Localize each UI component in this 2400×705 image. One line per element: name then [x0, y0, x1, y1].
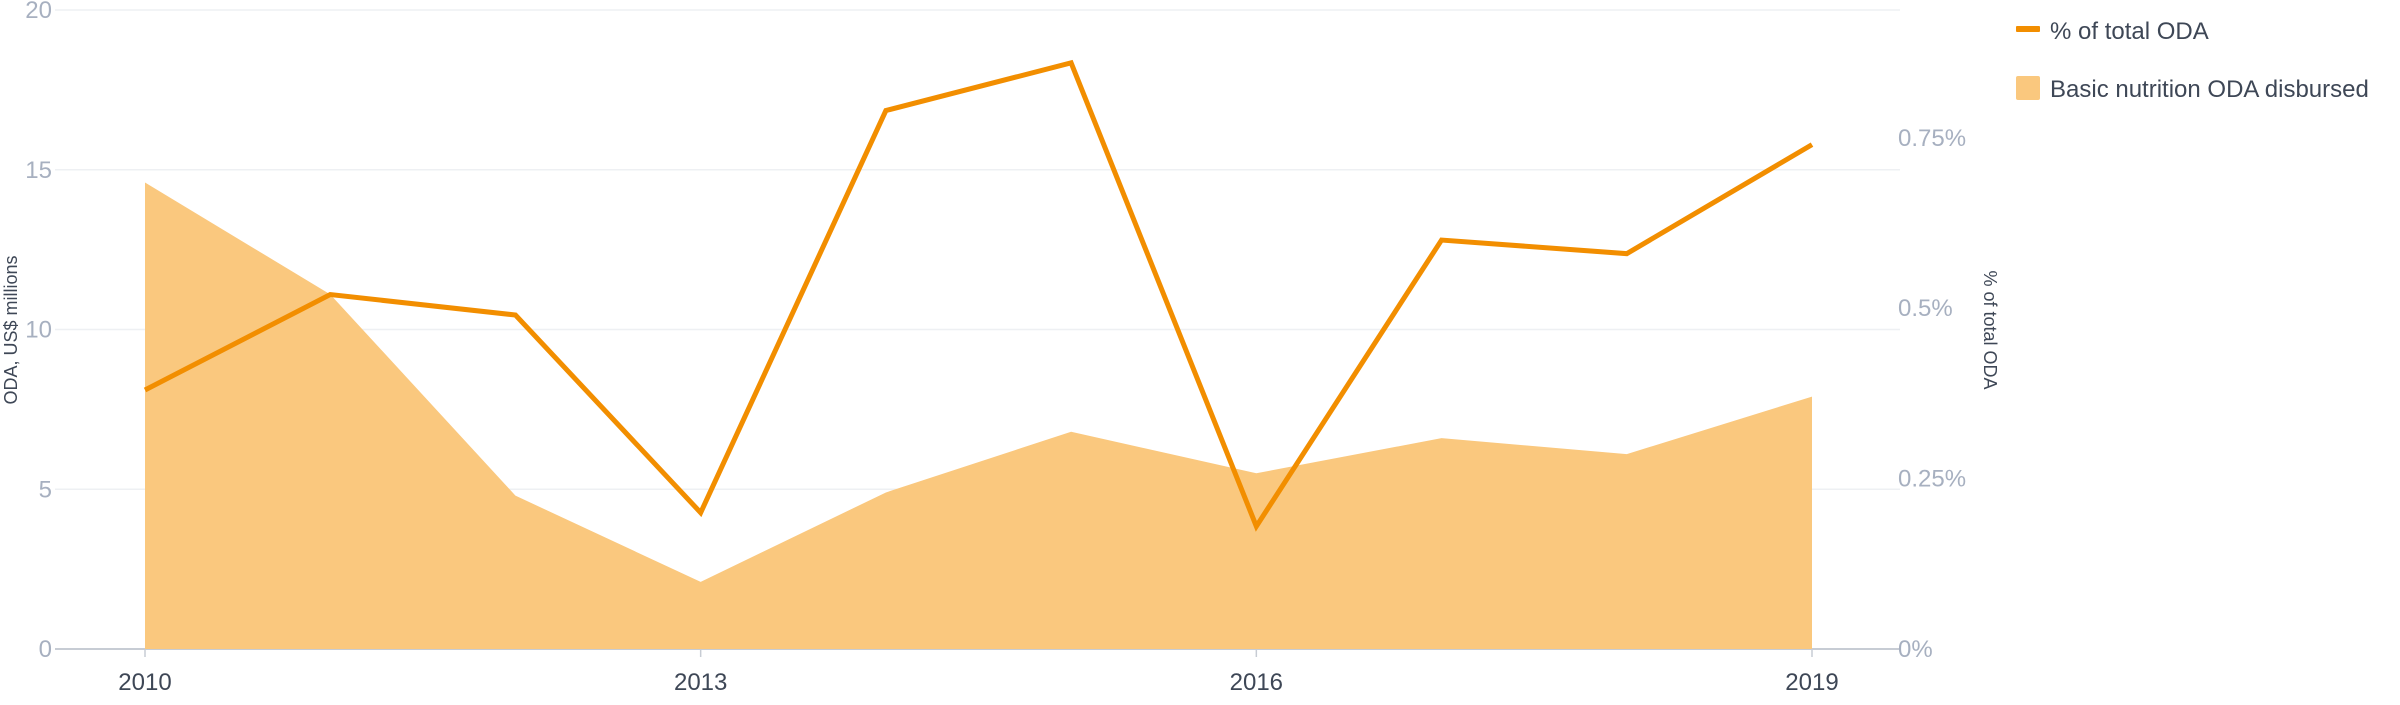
x-tick-label: 2019 [1785, 669, 1838, 696]
area-series-basic-nutrition [145, 182, 1812, 649]
right-axis-title: % of total ODA [1980, 270, 2000, 389]
left-tick-label: 20 [25, 0, 52, 24]
area-layer [145, 182, 1812, 649]
legend-area-label: Basic nutrition ODA disbursed [2050, 76, 2369, 103]
left-tick-label: 0 [39, 636, 52, 663]
legend: % of total ODA Basic nutrition ODA disbu… [2016, 18, 2369, 103]
left-tick-label: 5 [39, 476, 52, 503]
legend-area-swatch [2016, 76, 2040, 100]
x-tick-label: 2010 [118, 669, 171, 696]
right-tick-label: 0.75% [1898, 125, 1966, 152]
right-tick-label: 0.5% [1898, 295, 1953, 322]
right-tick-label: 0% [1898, 636, 1933, 663]
axis-layer: 0 5 10 15 20 0% 0.25% 0.5% 0.75% 2010 2013 2016 2019 [25, 0, 1966, 696]
line-series-pct-total-oda [143, 59, 1814, 532]
x-tick-label: 2016 [1230, 669, 1283, 696]
legend-line-swatch [2016, 26, 2040, 32]
x-tick-label: 2013 [674, 669, 727, 696]
legend-line-label: % of total ODA [2050, 18, 2209, 45]
right-tick-label: 0.25% [1898, 466, 1966, 493]
left-axis-title: ODA, US$ millions [1, 255, 21, 404]
left-tick-label: 10 [25, 317, 52, 344]
left-tick-label: 15 [25, 157, 52, 184]
line-layer [143, 59, 1814, 532]
